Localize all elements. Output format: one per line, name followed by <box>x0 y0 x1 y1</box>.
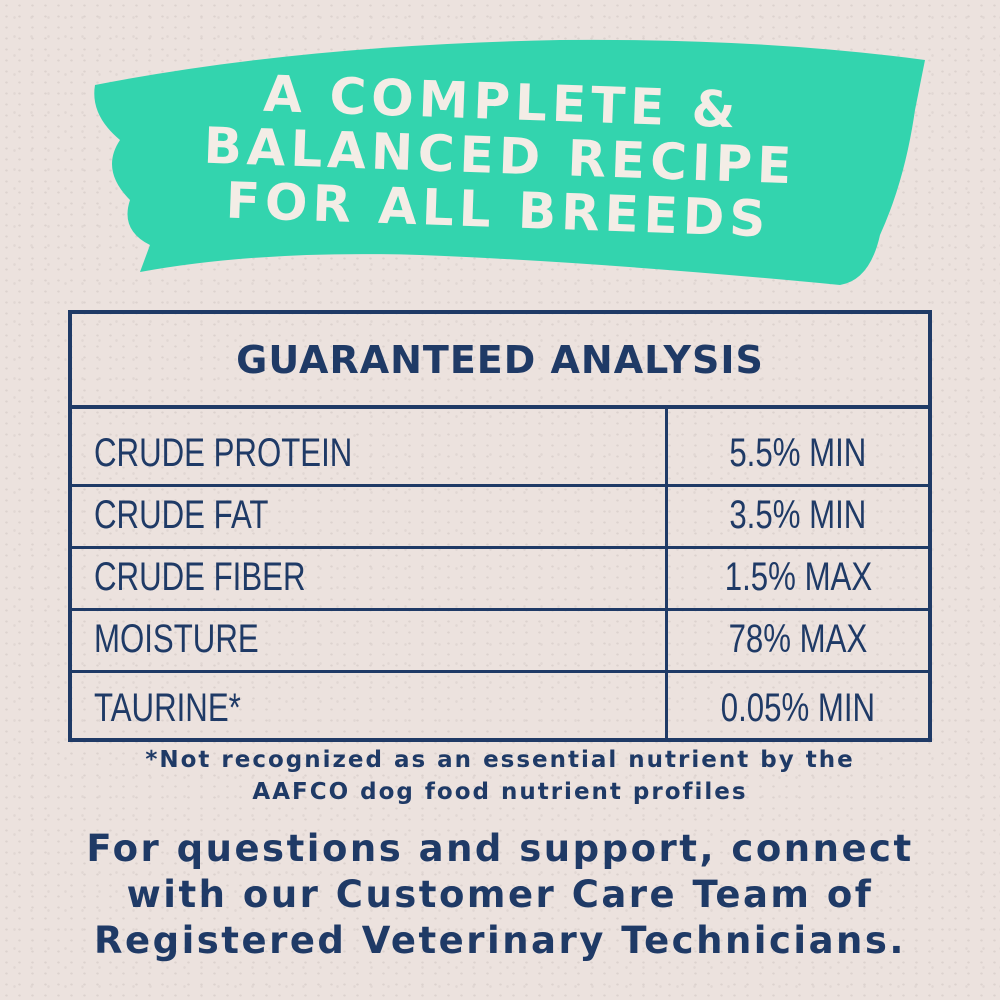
table-row: CRUDE PROTEIN 5.5% MIN <box>72 409 928 487</box>
table-row: CRUDE FIBER 1.5% MAX <box>72 549 928 611</box>
footnote-line: AAFCO dog food nutrient profiles <box>252 779 748 805</box>
nutrient-value: 1.5% MAX <box>724 555 872 599</box>
table-row: TAURINE* 0.05% MIN <box>72 673 928 739</box>
support-line: Registered Veterinary Technicians. <box>94 919 906 962</box>
nutrient-value: 5.5% MIN <box>729 431 867 475</box>
footnote: *Not recognized as an essential nutrient… <box>0 744 1000 808</box>
nutrient-name: CRUDE FIBER <box>94 555 306 599</box>
nutrient-value: 0.05% MIN <box>720 686 876 730</box>
support-line: For questions and support, connect <box>86 827 914 870</box>
guaranteed-analysis-table: GUARANTEED ANALYSIS CRUDE PROTEIN 5.5% MI… <box>68 310 932 742</box>
nutrient-name: MOISTURE <box>94 617 259 661</box>
teal-brush-stroke <box>94 39 926 286</box>
nutrient-value: 3.5% MIN <box>729 493 867 537</box>
table-row: MOISTURE 78% MAX <box>72 611 928 673</box>
nutrient-name: CRUDE PROTEIN <box>94 431 353 475</box>
support-message: For questions and support, connect with … <box>0 826 1000 964</box>
nutrient-name: TAURINE* <box>94 686 241 730</box>
nutrient-value: 78% MAX <box>728 617 868 661</box>
banner-headline: A COMPLETE & BALANCED RECIPE FOR ALL BRE… <box>147 63 852 249</box>
nutrient-name: CRUDE FAT <box>94 493 269 537</box>
footnote-line: *Not recognized as an essential nutrient… <box>145 747 855 773</box>
support-line: with our Customer Care Team of <box>126 873 874 916</box>
table-title: GUARANTEED ANALYSIS <box>72 314 928 409</box>
table-row: CRUDE FAT 3.5% MIN <box>72 487 928 549</box>
